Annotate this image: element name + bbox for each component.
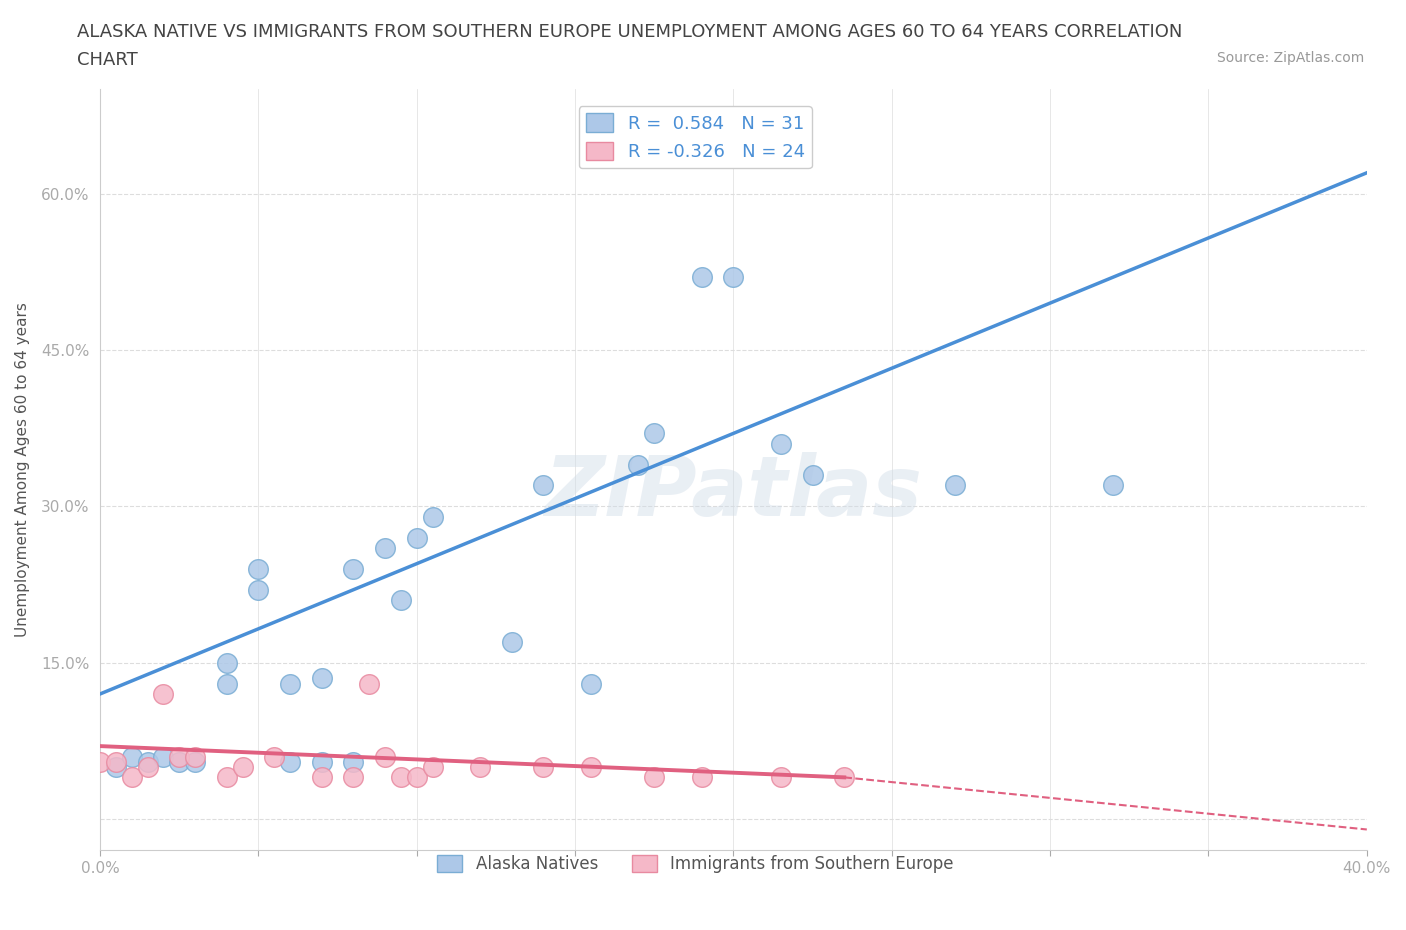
Text: Source: ZipAtlas.com: Source: ZipAtlas.com [1216,51,1364,65]
Point [389,770,412,785]
Point [136,754,159,769]
Point [89,754,111,769]
Point [215,656,238,671]
Point [690,770,713,785]
Point [531,478,554,493]
Point [342,562,364,577]
Point [422,760,444,775]
Point [215,676,238,691]
Point [247,582,270,597]
Point [1102,478,1125,493]
Point [643,770,665,785]
Point [468,760,491,775]
Point [359,676,381,691]
Point [531,760,554,775]
Point [769,770,792,785]
Point [167,749,190,764]
Point [311,770,333,785]
Point [167,754,190,769]
Point [801,468,824,483]
Point [152,749,174,764]
Point [690,270,713,285]
Y-axis label: Unemployment Among Ages 60 to 64 years: Unemployment Among Ages 60 to 64 years [15,302,30,637]
Point [422,510,444,525]
Point [311,671,333,685]
Point [184,754,207,769]
Point [215,770,238,785]
Point [152,686,174,701]
Point [342,770,364,785]
Point [121,749,143,764]
Point [374,749,396,764]
Point [389,592,412,607]
Point [311,754,333,769]
Point [374,540,396,555]
Point [405,770,427,785]
Point [643,426,665,441]
Point [405,530,427,545]
Point [278,754,301,769]
Point [769,436,792,451]
Text: ZIPatlas: ZIPatlas [544,452,922,533]
Point [247,562,270,577]
Point [104,760,127,775]
Point [136,760,159,775]
Point [232,760,254,775]
Point [278,676,301,691]
Text: CHART: CHART [77,51,138,69]
Point [501,634,523,649]
Point [342,754,364,769]
Point [627,458,650,472]
Point [104,754,127,769]
Point [579,676,602,691]
Point [723,270,745,285]
Text: ALASKA NATIVE VS IMMIGRANTS FROM SOUTHERN EUROPE UNEMPLOYMENT AMONG AGES 60 TO 6: ALASKA NATIVE VS IMMIGRANTS FROM SOUTHER… [77,23,1182,41]
Point [184,749,207,764]
Point [121,770,143,785]
Point [579,760,602,775]
Point [832,770,855,785]
Point [263,749,285,764]
Point [943,478,966,493]
Legend: Alaska Natives, Immigrants from Southern Europe: Alaska Natives, Immigrants from Southern… [430,848,960,880]
